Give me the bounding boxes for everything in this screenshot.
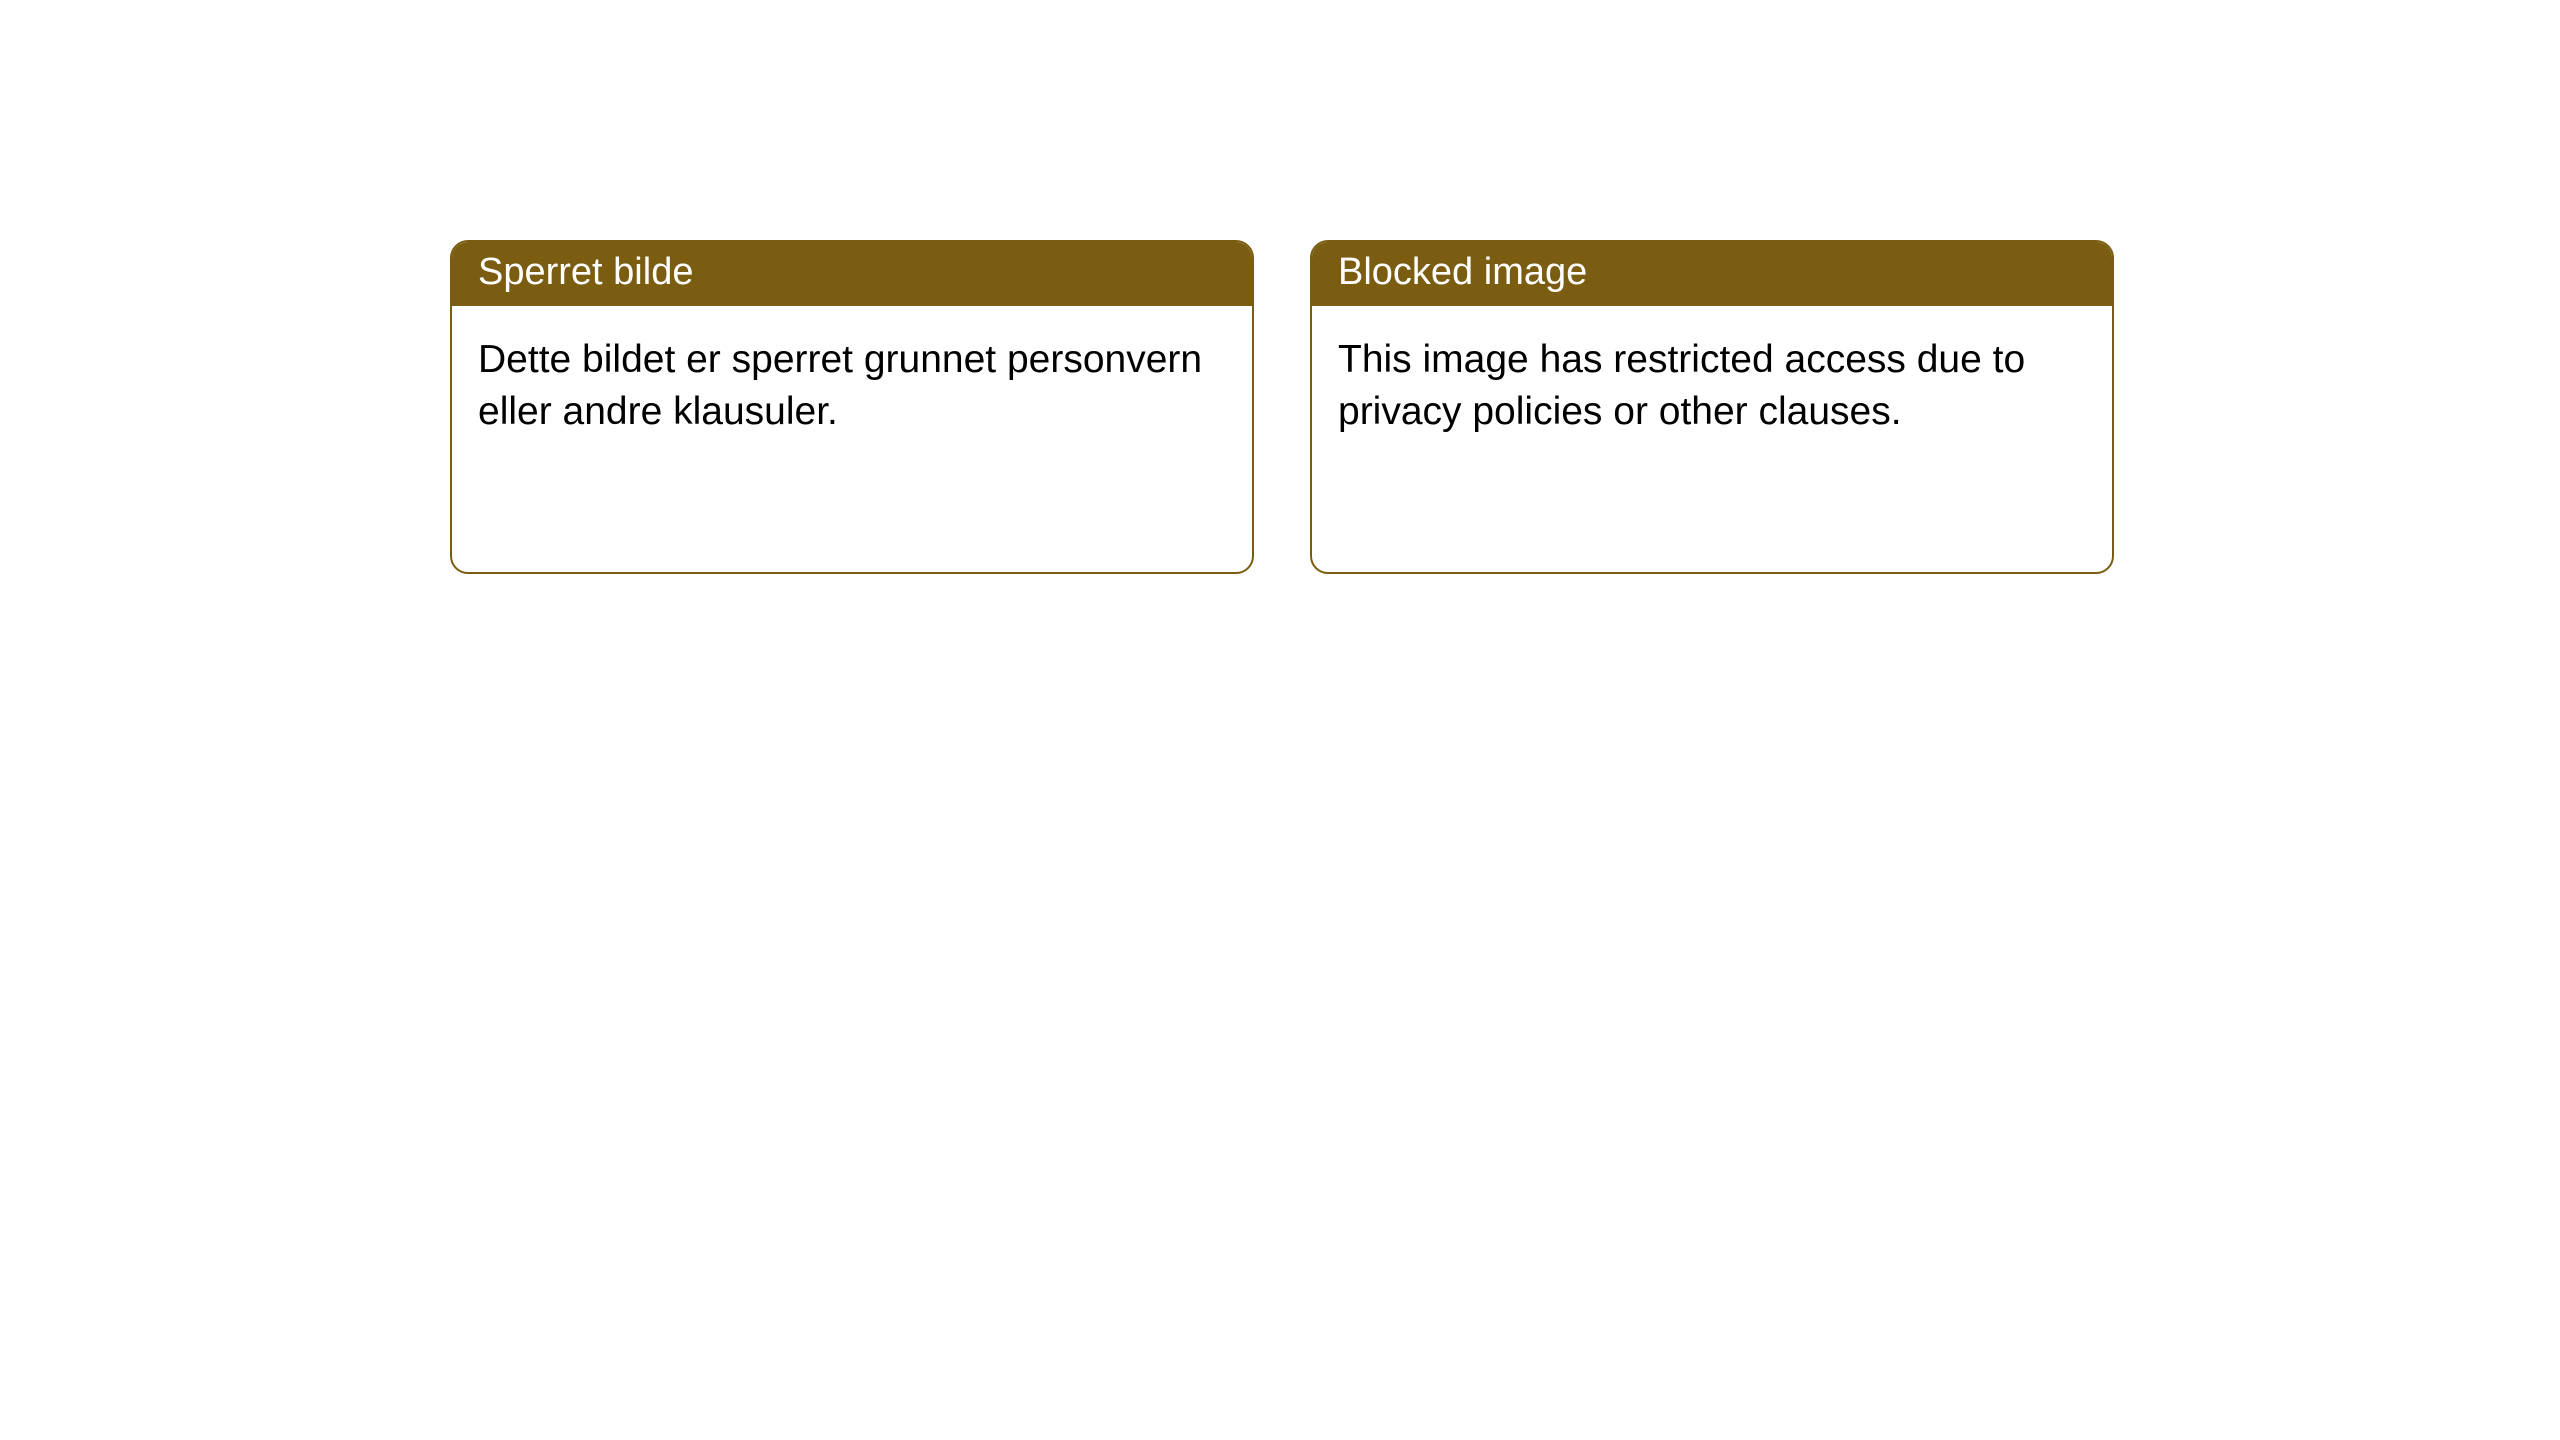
blocked-image-card-no: Sperret bilde Dette bildet er sperret gr…	[450, 240, 1254, 574]
card-body: Dette bildet er sperret grunnet personve…	[452, 306, 1252, 467]
card-body: This image has restricted access due to …	[1312, 306, 2112, 467]
blocked-image-card-en: Blocked image This image has restricted …	[1310, 240, 2114, 574]
card-title: Blocked image	[1338, 251, 1587, 293]
card-header: Blocked image	[1312, 242, 2112, 306]
cards-container: Sperret bilde Dette bildet er sperret gr…	[0, 0, 2560, 574]
card-body-text: This image has restricted access due to …	[1338, 338, 2025, 434]
card-header: Sperret bilde	[452, 242, 1252, 306]
card-body-text: Dette bildet er sperret grunnet personve…	[478, 338, 1202, 434]
card-title: Sperret bilde	[478, 251, 693, 293]
